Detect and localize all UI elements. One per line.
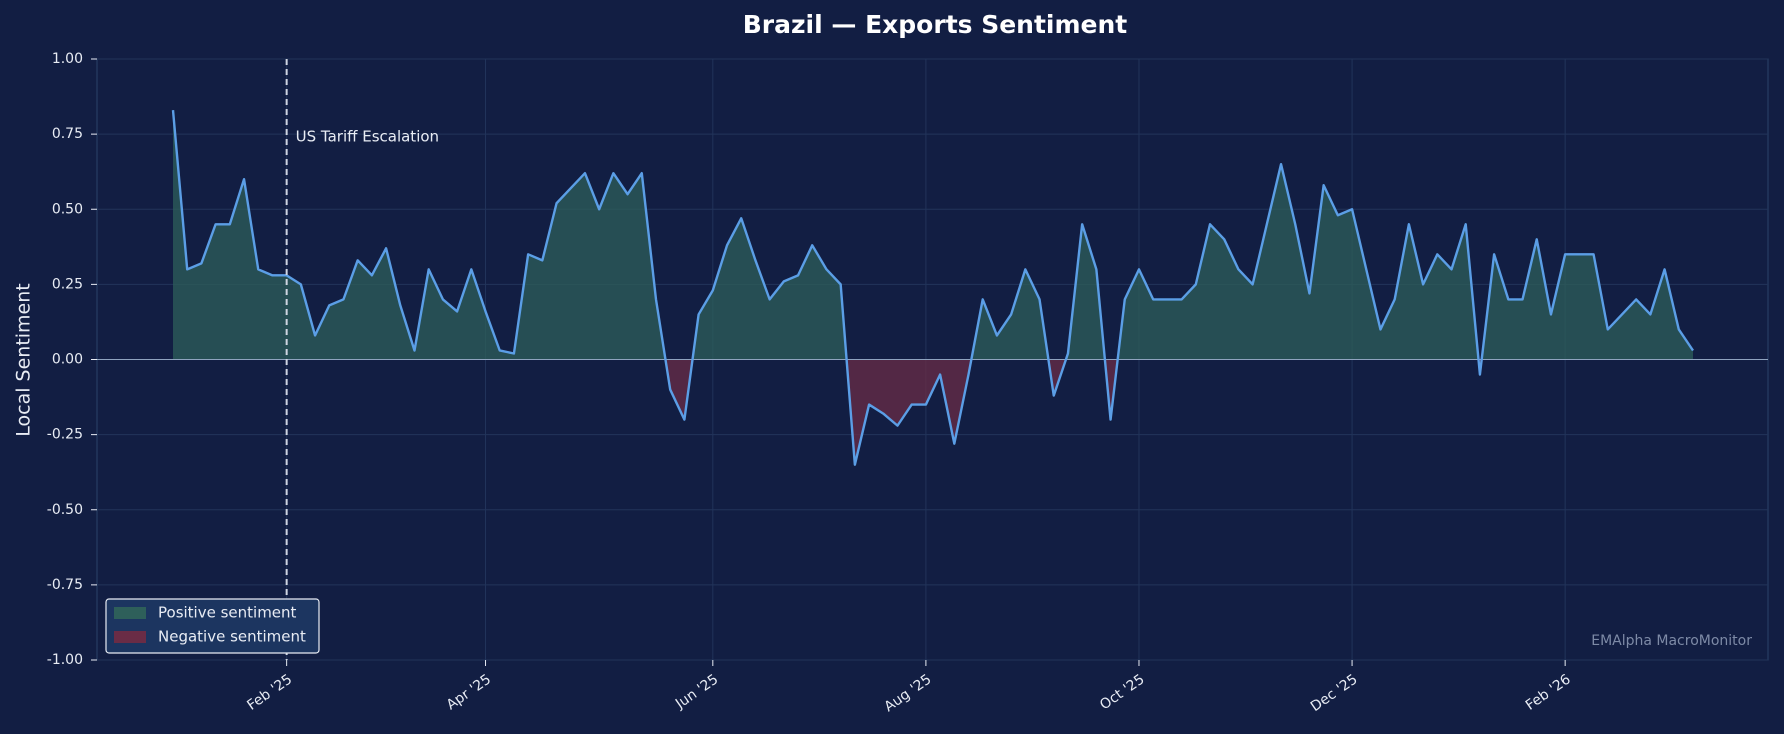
y-tick-label: 0.00 xyxy=(52,352,83,368)
line xyxy=(171,109,1694,466)
legend-box xyxy=(105,598,320,654)
chart-title: Brazil — Exports Sentiment xyxy=(743,10,1128,39)
watermark: EMAlpha MacroMonitor xyxy=(1591,633,1752,649)
y-tick-label: 1.00 xyxy=(52,51,83,67)
negative-area xyxy=(173,359,1693,465)
y-tick-label: 0.75 xyxy=(52,126,83,142)
y-tick-label: -0.50 xyxy=(47,502,83,518)
legend-label: Negative sentiment xyxy=(158,628,306,646)
y-tick-label: 0.50 xyxy=(52,201,83,217)
annotation: US Tariff Escalation xyxy=(296,128,439,146)
y-tick-label: -0.25 xyxy=(47,427,83,443)
legend-swatch xyxy=(114,607,146,619)
legend-label: Positive sentiment xyxy=(158,604,297,622)
y-tick-label: -0.75 xyxy=(47,577,83,593)
y-tick-label: 0.25 xyxy=(52,276,83,292)
legend-swatch xyxy=(114,631,146,643)
y-tick-label: -1.00 xyxy=(47,652,83,668)
positive-area xyxy=(173,110,1693,360)
y-axis-label: Local Sentiment xyxy=(13,283,35,437)
